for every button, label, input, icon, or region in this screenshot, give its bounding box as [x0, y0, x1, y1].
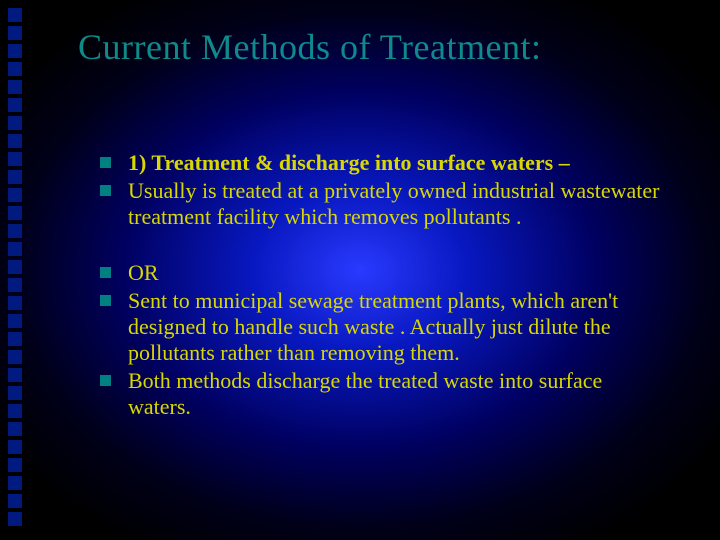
deco-square [8, 26, 22, 40]
deco-square [8, 170, 22, 184]
deco-square [8, 512, 22, 526]
deco-square [8, 206, 22, 220]
decorative-strip [8, 8, 22, 532]
deco-square [8, 422, 22, 436]
list-item-text: 1) Treatment & discharge into surface wa… [128, 150, 570, 175]
slide: Current Methods of Treatment: 1) Treatme… [0, 0, 720, 540]
list-item-text: Sent to municipal sewage treatment plant… [128, 288, 618, 365]
list-item-text: Usually is treated at a privately owned … [128, 178, 660, 229]
deco-square [8, 278, 22, 292]
list-item: Usually is treated at a privately owned … [100, 178, 670, 230]
deco-square [8, 332, 22, 346]
deco-square [8, 80, 22, 94]
deco-square [8, 8, 22, 22]
deco-square [8, 224, 22, 238]
square-bullet-icon [100, 157, 111, 168]
list-item-text: Both methods discharge the treated waste… [128, 368, 602, 419]
deco-square [8, 242, 22, 256]
list-item: Sent to municipal sewage treatment plant… [100, 288, 670, 366]
deco-square [8, 386, 22, 400]
deco-square [8, 296, 22, 310]
deco-square [8, 314, 22, 328]
deco-square [8, 134, 22, 148]
deco-square [8, 152, 22, 166]
slide-title: Current Methods of Treatment: [78, 28, 680, 68]
bullet-group: 1) Treatment & discharge into surface wa… [100, 150, 670, 230]
slide-body: 1) Treatment & discharge into surface wa… [100, 150, 670, 450]
deco-square [8, 350, 22, 364]
deco-square [8, 458, 22, 472]
deco-square [8, 494, 22, 508]
list-item-text: OR [128, 260, 159, 285]
list-item: 1) Treatment & discharge into surface wa… [100, 150, 670, 176]
deco-square [8, 98, 22, 112]
square-bullet-icon [100, 185, 111, 196]
list-item: OR [100, 260, 670, 286]
deco-square [8, 44, 22, 58]
list-item: Both methods discharge the treated waste… [100, 368, 670, 420]
deco-square [8, 260, 22, 274]
deco-square [8, 368, 22, 382]
deco-square [8, 62, 22, 76]
deco-square [8, 188, 22, 202]
square-bullet-icon [100, 267, 111, 278]
deco-square [8, 476, 22, 490]
deco-square [8, 404, 22, 418]
square-bullet-icon [100, 295, 111, 306]
deco-square [8, 440, 22, 454]
square-bullet-icon [100, 375, 111, 386]
bullet-group: OR Sent to municipal sewage treatment pla… [100, 260, 670, 420]
deco-square [8, 116, 22, 130]
